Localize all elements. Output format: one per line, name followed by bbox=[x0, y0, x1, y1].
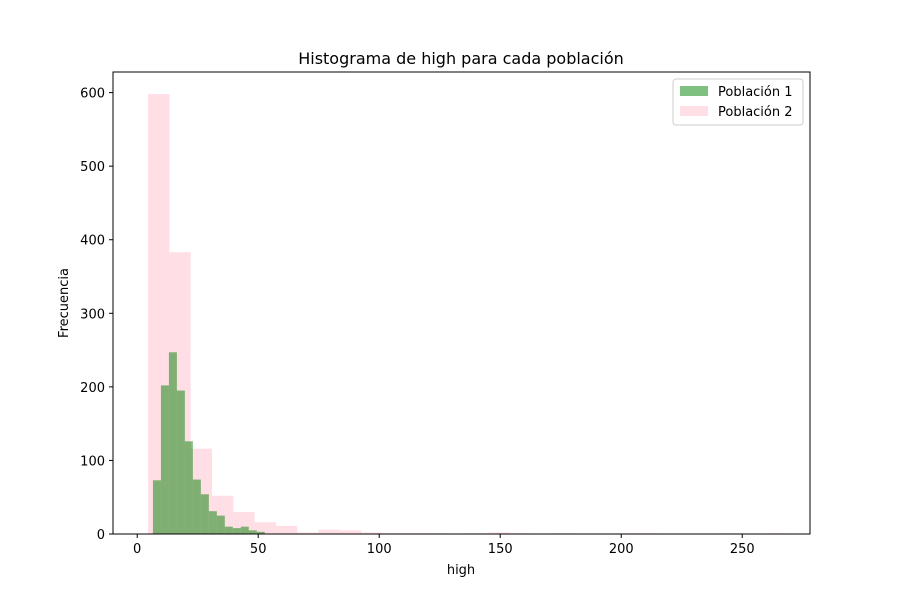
histogram-bar-poblacion-1 bbox=[160, 385, 169, 534]
histogram-bar-poblacion-1 bbox=[208, 511, 217, 534]
x-tick-label: 50 bbox=[250, 542, 267, 557]
histogram-bar-poblacion-2 bbox=[297, 532, 319, 534]
bars-layer bbox=[148, 94, 788, 535]
y-tick-label: 600 bbox=[80, 87, 105, 102]
plot-frame bbox=[112, 71, 811, 535]
y-axis: 0 100 200 300 400 500 600 bbox=[80, 87, 113, 543]
histogram-bar-poblacion-2 bbox=[339, 530, 362, 534]
histogram-bar-poblacion-1 bbox=[176, 390, 185, 534]
x-tick-label: 0 bbox=[133, 542, 141, 557]
x-tick-label: 250 bbox=[730, 542, 755, 557]
histogram-bar-poblacion-1 bbox=[200, 494, 209, 534]
histogram-bar-poblacion-2 bbox=[254, 522, 276, 534]
histogram-bar-poblacion-1 bbox=[216, 515, 225, 534]
y-tick-label: 200 bbox=[80, 381, 105, 396]
legend-swatch-poblacion-1 bbox=[680, 86, 708, 96]
legend-swatch-poblacion-2 bbox=[680, 106, 708, 116]
y-tick-label: 500 bbox=[80, 160, 105, 175]
legend-label-poblacion-1: Población 1 bbox=[718, 85, 793, 100]
y-tick-label: 0 bbox=[97, 528, 105, 543]
chart-title: Histograma de high para cada población bbox=[298, 49, 624, 68]
plot-area bbox=[112, 71, 811, 535]
y-tick-label: 100 bbox=[80, 454, 105, 469]
x-tick-label: 150 bbox=[488, 542, 513, 557]
histogram-bar-poblacion-2 bbox=[488, 532, 511, 534]
histogram-bar-poblacion-1 bbox=[256, 531, 265, 534]
histogram-bar-poblacion-1 bbox=[248, 530, 257, 534]
x-tick-label: 200 bbox=[609, 542, 634, 557]
histogram-bar-poblacion-1 bbox=[192, 479, 201, 534]
y-tick-label: 400 bbox=[80, 234, 105, 249]
histogram-bar-poblacion-2 bbox=[318, 529, 340, 534]
x-tick-label: 100 bbox=[367, 542, 392, 557]
histogram-bar-poblacion-1 bbox=[240, 526, 249, 534]
legend-label-poblacion-2: Población 2 bbox=[718, 105, 793, 120]
x-axis: 0 50 100 150 200 250 bbox=[133, 534, 755, 557]
histogram-bar-poblacion-1 bbox=[232, 528, 241, 534]
histogram-bar-poblacion-1 bbox=[152, 480, 161, 534]
histogram-bar-poblacion-1 bbox=[168, 352, 177, 534]
histogram-bar-poblacion-1 bbox=[184, 441, 193, 534]
x-axis-label: high bbox=[447, 563, 475, 578]
histogram-bar-poblacion-2 bbox=[275, 525, 298, 534]
y-tick-label: 300 bbox=[80, 307, 105, 322]
histogram-bar-poblacion-2 bbox=[361, 532, 383, 534]
legend: Población 1 Población 2 bbox=[672, 78, 804, 126]
y-axis-label: Frecuencia bbox=[57, 268, 72, 338]
histogram-bar-poblacion-1 bbox=[224, 526, 233, 534]
